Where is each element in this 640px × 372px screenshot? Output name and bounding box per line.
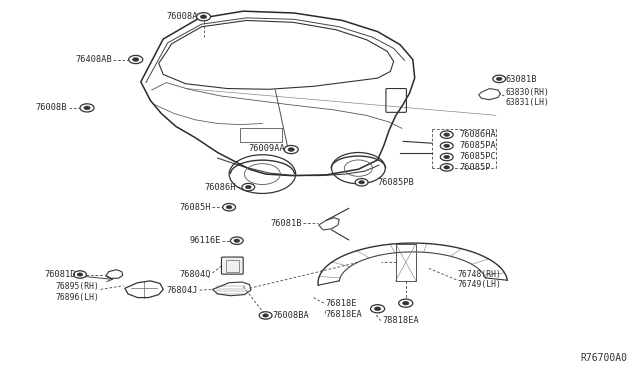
Circle shape: [223, 203, 236, 211]
Circle shape: [80, 104, 94, 112]
Text: 76081B: 76081B: [271, 219, 302, 228]
Text: 76085PC: 76085PC: [460, 153, 496, 161]
Circle shape: [374, 307, 381, 311]
Text: 63081B: 63081B: [506, 76, 537, 84]
Circle shape: [74, 271, 86, 278]
Circle shape: [234, 239, 240, 243]
Circle shape: [440, 164, 453, 171]
Circle shape: [246, 185, 252, 189]
Text: 76408AB: 76408AB: [76, 55, 112, 64]
Circle shape: [355, 179, 368, 186]
Circle shape: [444, 155, 449, 158]
Circle shape: [230, 237, 243, 244]
Circle shape: [440, 153, 453, 161]
Circle shape: [493, 75, 506, 83]
Circle shape: [242, 183, 255, 191]
Circle shape: [444, 133, 449, 136]
FancyBboxPatch shape: [221, 257, 243, 274]
Circle shape: [200, 15, 207, 19]
Circle shape: [227, 205, 232, 209]
Text: 78818EA: 78818EA: [383, 316, 419, 325]
Circle shape: [77, 273, 83, 276]
Text: 76085P: 76085P: [460, 163, 491, 172]
Circle shape: [84, 106, 90, 110]
Circle shape: [440, 142, 453, 150]
Text: 76748(RH)
76749(LH): 76748(RH) 76749(LH): [458, 270, 502, 289]
Text: 76008B: 76008B: [36, 103, 67, 112]
Text: 76086H: 76086H: [204, 183, 236, 192]
Circle shape: [284, 145, 298, 154]
Text: 96116E: 96116E: [189, 236, 221, 245]
Text: 76818E: 76818E: [325, 299, 356, 308]
Circle shape: [403, 301, 409, 305]
Circle shape: [259, 312, 272, 319]
Circle shape: [444, 144, 449, 148]
Text: R76700A0: R76700A0: [580, 353, 627, 363]
Circle shape: [399, 299, 413, 307]
Circle shape: [444, 166, 449, 169]
Circle shape: [129, 55, 143, 64]
Text: 76085PB: 76085PB: [378, 178, 414, 187]
Text: 76009AA: 76009AA: [248, 144, 285, 153]
Bar: [226, 260, 239, 272]
Text: 76804Q: 76804Q: [180, 270, 211, 279]
Text: 76085H: 76085H: [180, 203, 211, 212]
Text: 76818EA: 76818EA: [325, 310, 362, 319]
Circle shape: [132, 58, 139, 61]
Text: 76008BA: 76008BA: [272, 311, 308, 320]
Circle shape: [288, 148, 294, 151]
Circle shape: [358, 180, 365, 184]
Circle shape: [497, 77, 502, 80]
Circle shape: [262, 314, 269, 317]
Text: 76085PA: 76085PA: [460, 141, 496, 150]
Text: 76086HA: 76086HA: [460, 130, 496, 139]
Bar: [240, 128, 282, 142]
Circle shape: [440, 131, 453, 138]
Circle shape: [196, 13, 211, 21]
Text: 76895(RH)
76896(LH): 76895(RH) 76896(LH): [55, 282, 99, 302]
Text: 76804J: 76804J: [167, 286, 198, 295]
Text: 76081D: 76081D: [44, 270, 76, 279]
Text: 76008A: 76008A: [167, 12, 198, 21]
Text: 63830(RH)
63831(LH): 63830(RH) 63831(LH): [506, 88, 550, 107]
Circle shape: [371, 305, 385, 313]
